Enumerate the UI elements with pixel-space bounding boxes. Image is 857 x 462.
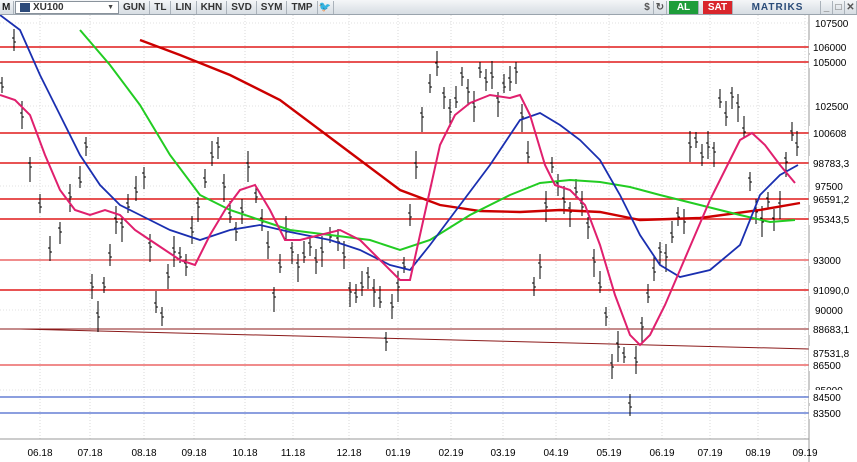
chart-toolbar: M XU100 ▼ GUN TL LIN KHN SVD SYM TMP 🐦 $… [0,0,857,15]
x-tick-label: 08.18 [131,448,156,459]
x-tick-label: 07.18 [77,448,102,459]
level-label-bg [809,55,857,68]
symbol-selector[interactable]: XU100 ▼ [15,0,119,14]
candle-type-button[interactable]: KHN [197,0,228,14]
brand-logo: MATRIKS [735,0,821,14]
level-label-bg [809,406,857,419]
x-tick-label: 07.19 [697,448,722,459]
template-button[interactable]: TMP [287,0,318,14]
app-logo: M [0,0,14,14]
level-label-bg [809,126,857,139]
x-tick-label: 06.19 [649,448,674,459]
x-tick-label: 04.19 [543,448,568,459]
level-label-bg [809,212,857,225]
price-chart[interactable]: 1075001025009750090000850001060001050001… [0,15,857,462]
x-tick-label: 05.19 [596,448,621,459]
level-label-bg [809,253,857,266]
x-tick-label: 11.18 [281,448,306,459]
moving-average-pink [0,93,796,347]
chart-background [0,15,857,462]
y-tick-label: 107500 [815,19,849,30]
sell-button[interactable]: SAT [703,0,733,14]
level-label: 87531,8 [813,349,850,360]
y-tick-label: 97500 [815,182,843,193]
level-label-bg [809,156,857,169]
x-tick-label: 06.18 [27,448,52,459]
chevron-down-icon: ▼ [107,3,114,11]
chart-icon [20,2,30,12]
trend-line [19,328,810,350]
buy-button[interactable]: AL [669,0,699,14]
symbol-name: XU100 [33,1,64,13]
horizontal-levels [0,46,810,414]
x-tick-label: 09.18 [181,448,206,459]
maximize-icon[interactable]: □ [833,0,845,14]
level-label: 84500 [813,393,841,404]
level-label-bg [809,283,857,296]
level-label: 95343,5 [813,215,850,226]
minimize-icon[interactable]: _ [821,0,833,14]
period-button[interactable]: GUN [119,0,151,14]
x-tick-label: 10.18 [232,448,257,459]
twitter-icon[interactable]: 🐦 [318,0,334,14]
refresh-icon[interactable]: ↻ [654,0,667,14]
level-label: 106000 [813,43,847,54]
level-label: 96591,2 [813,195,850,206]
toolbar-spacer [334,1,641,14]
y-axis: 1075001025009750090000850001060001050001… [809,19,857,420]
symbol-button[interactable]: SYM [257,0,288,14]
moving-average-green [79,29,796,252]
x-tick-label: 01.19 [385,448,410,459]
x-tick-label: 09.19 [792,448,817,459]
moving-average-lines [0,15,801,347]
level-label-bg [809,192,857,205]
x-axis: 06.18 07.18 08.18 09.18 10.18 11.18 12.18 01.19… [27,448,817,459]
x-tick-label: 08.19 [745,448,770,459]
level-label-bg [809,346,857,359]
level-label: 100608 [813,129,847,140]
linear-scale-button[interactable]: LIN [171,0,197,14]
level-label-bg [809,390,857,403]
volume-button[interactable]: SVD [227,0,257,14]
moving-average-blue [0,15,799,278]
level-label: 93000 [813,256,841,267]
x-tick-label: 12.18 [336,448,361,459]
level-label: 91090,0 [813,286,850,297]
level-label-bg [809,40,857,53]
dollar-icon[interactable]: $ [641,0,654,14]
level-label-bg [809,358,857,371]
level-label: 98783,3 [813,159,850,170]
level-label: 83500 [813,409,841,420]
x-tick-label: 03.19 [490,448,515,459]
y-tick-label: 102500 [815,102,849,113]
level-label-bg [809,322,857,335]
level-label: 86500 [813,361,841,372]
x-tick-label: 02.19 [438,448,463,459]
y-tick-label: 90000 [815,306,843,317]
level-label: 105000 [813,58,847,69]
currency-button[interactable]: TL [150,0,172,14]
close-icon[interactable]: ✕ [845,0,857,14]
moving-average-red [139,38,801,222]
level-label: 88683,1 [813,325,850,336]
